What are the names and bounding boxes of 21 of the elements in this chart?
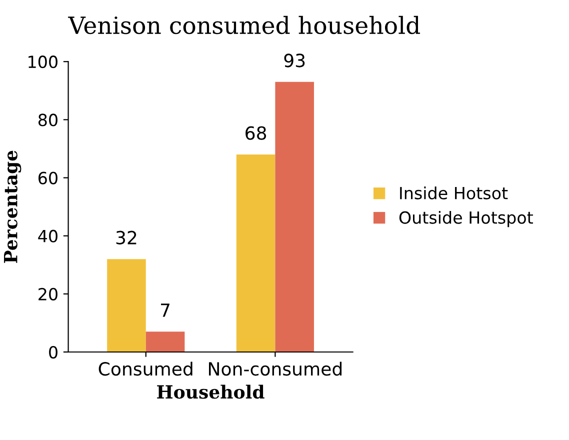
bar — [236, 154, 276, 352]
y-tick-label: 0 — [49, 346, 58, 359]
y-tick-label: 100 — [28, 56, 58, 68]
x-axis-title: Household — [157, 384, 264, 399]
y-tick-label: 20 — [38, 288, 58, 300]
data-label: 32 — [116, 230, 136, 244]
legend-label: Inside Hotsot — [400, 186, 508, 200]
y-axis-title: Percentage — [4, 150, 22, 263]
y-tick-label: 80 — [38, 114, 58, 126]
bar — [107, 259, 146, 352]
y-tick-label: 60 — [38, 172, 58, 184]
bar — [146, 332, 185, 352]
y-tick-label: 40 — [38, 230, 58, 242]
legend-label: Outside Hotspot — [399, 210, 533, 228]
chart-title: Venison consumed household — [68, 16, 420, 34]
data-label: 68 — [246, 126, 266, 140]
bar — [275, 82, 314, 352]
x-tick-label: Non-consumed — [208, 362, 342, 376]
x-tick-label: Consumed — [98, 362, 192, 376]
data-label: 93 — [284, 54, 305, 68]
data-label: 7 — [161, 304, 170, 317]
